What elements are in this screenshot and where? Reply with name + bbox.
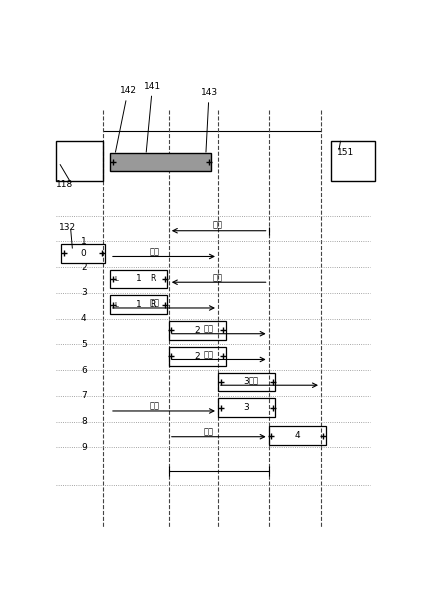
Bar [169, 347, 226, 365]
Text: 5: 5 [81, 340, 87, 349]
Text: 行程: 行程 [213, 273, 223, 282]
Text: 4: 4 [81, 314, 87, 323]
Text: 2: 2 [81, 263, 87, 272]
Text: 行程: 行程 [249, 376, 259, 385]
Text: 行程: 行程 [203, 427, 213, 437]
Text: L: L [114, 302, 118, 308]
Text: R: R [151, 274, 156, 283]
Bar [110, 153, 211, 171]
Text: 3: 3 [243, 403, 249, 412]
Bar [61, 244, 105, 263]
Bar [56, 141, 103, 181]
Text: 3: 3 [243, 378, 249, 387]
Text: 7: 7 [81, 392, 87, 401]
Text: 4: 4 [295, 431, 300, 440]
Text: 2: 2 [195, 351, 200, 361]
Text: 1: 1 [136, 300, 141, 309]
Text: 6: 6 [81, 366, 87, 375]
Text: 141: 141 [144, 81, 161, 152]
Bar [269, 426, 326, 445]
Text: 151: 151 [337, 148, 354, 157]
Text: 142: 142 [116, 86, 136, 152]
Text: 8: 8 [81, 417, 87, 426]
Text: 0: 0 [80, 249, 86, 258]
Bar [218, 398, 275, 417]
Bar [110, 295, 167, 314]
Text: 行程: 行程 [149, 247, 159, 257]
Bar [110, 269, 167, 288]
Text: 行程: 行程 [149, 402, 159, 411]
Text: L: L [114, 276, 118, 282]
Bar [169, 321, 226, 340]
Text: 9: 9 [81, 443, 87, 452]
Text: 143: 143 [200, 88, 218, 152]
Text: 132: 132 [59, 223, 76, 232]
Text: 行程: 行程 [203, 325, 213, 334]
Bar [331, 141, 375, 181]
Text: 3: 3 [81, 288, 87, 297]
Text: 1: 1 [81, 237, 87, 246]
Text: 118: 118 [56, 180, 73, 189]
Text: R: R [151, 300, 156, 309]
Text: 行程: 行程 [149, 299, 159, 308]
Text: 行程: 行程 [203, 350, 213, 359]
Bar [218, 373, 275, 392]
Text: 2: 2 [195, 326, 200, 335]
Text: 1: 1 [136, 274, 141, 283]
Text: 行程: 行程 [213, 221, 223, 230]
